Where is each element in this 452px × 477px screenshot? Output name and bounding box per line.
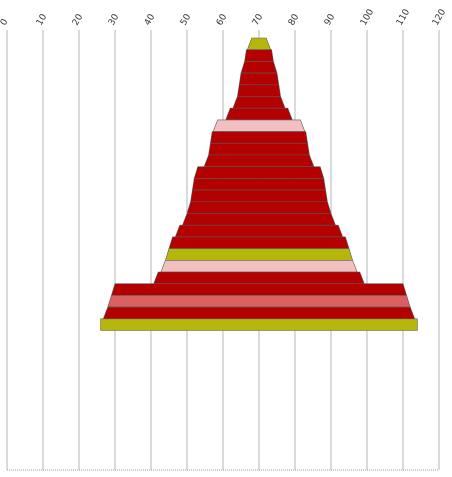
funnel-bar-16 bbox=[182, 213, 336, 226]
x-tick-label-40: 40 bbox=[143, 12, 158, 27]
funnel-bar-23 bbox=[107, 295, 411, 308]
x-tick-label-30: 30 bbox=[107, 12, 122, 27]
funnel-bar-6 bbox=[232, 96, 286, 109]
funnel-bar-1 bbox=[246, 37, 272, 51]
x-tick-label-60: 60 bbox=[215, 12, 230, 27]
x-tick-label-70: 70 bbox=[251, 12, 266, 27]
funnel-bar-12 bbox=[193, 166, 325, 179]
funnel-bar-3 bbox=[240, 61, 278, 74]
funnel-bar-18 bbox=[168, 236, 350, 249]
x-tick-label-80: 80 bbox=[287, 12, 302, 27]
funnel-bar-15 bbox=[186, 201, 332, 214]
funnel-bar-5 bbox=[237, 84, 281, 97]
funnel-bar-9 bbox=[210, 131, 308, 144]
x-tick-label-90: 90 bbox=[323, 12, 338, 27]
funnel-bar-20 bbox=[160, 259, 358, 273]
funnel-bar-25 bbox=[100, 318, 418, 331]
x-tick-label-0: 0 bbox=[0, 17, 11, 27]
x-tick-label-20: 20 bbox=[71, 12, 86, 27]
x-tick-label-10: 10 bbox=[35, 12, 50, 27]
x-tick-label-120: 120 bbox=[431, 7, 448, 27]
x-tick-label-110: 110 bbox=[395, 7, 412, 27]
funnel-bar-24 bbox=[102, 306, 416, 320]
x-tick-labels: 0 10 20 30 40 50 60 70 80 90 100 110 120 bbox=[0, 7, 448, 27]
funnel-bar-19 bbox=[164, 248, 354, 261]
funnel-bar-4 bbox=[238, 72, 280, 86]
funnel-bar-10 bbox=[208, 143, 310, 156]
funnel-bar-8 bbox=[212, 119, 306, 132]
x-tick-label-50: 50 bbox=[179, 12, 194, 27]
funnel-bar-22 bbox=[110, 283, 408, 296]
funnel-bar-14 bbox=[190, 189, 328, 203]
funnel-bar-7 bbox=[225, 107, 293, 121]
funnel-bar-17 bbox=[174, 224, 344, 238]
x-tick-label-100: 100 bbox=[359, 7, 376, 27]
funnel-bar-13 bbox=[192, 178, 326, 191]
funnel-bar-21 bbox=[153, 271, 365, 285]
funnel-bars bbox=[100, 37, 418, 331]
funnel-bar-2 bbox=[244, 49, 274, 62]
funnel-bar-11 bbox=[203, 154, 315, 167]
